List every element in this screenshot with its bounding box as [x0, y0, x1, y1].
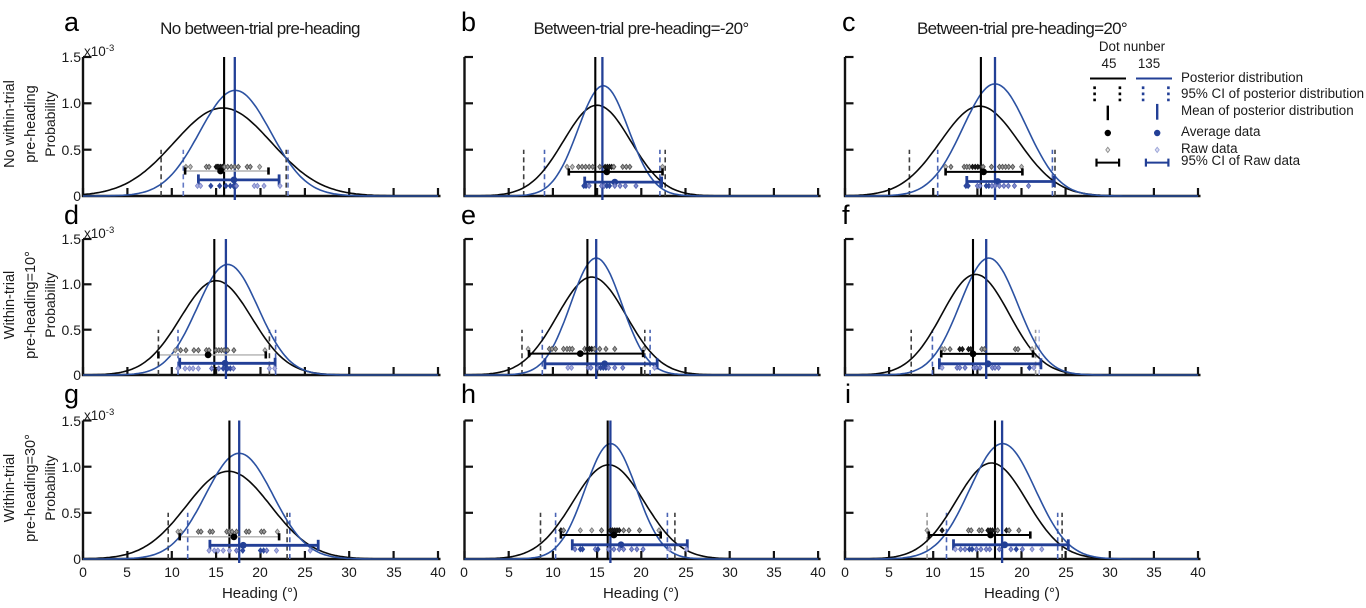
svg-text:d: d: [64, 200, 79, 230]
svg-text:1.5: 1.5: [62, 413, 82, 429]
svg-text:g: g: [64, 379, 79, 409]
svg-text:Average data: Average data: [1181, 124, 1261, 139]
svg-text:10: 10: [545, 564, 561, 580]
svg-text:20: 20: [1014, 564, 1030, 580]
svg-text:1.5: 1.5: [62, 231, 82, 247]
svg-text:1.0: 1.0: [62, 276, 82, 292]
svg-text:Within-trial: Within-trial: [2, 454, 18, 522]
svg-text:No within-trial: No within-trial: [2, 80, 18, 168]
svg-text:1.0: 1.0: [62, 459, 82, 475]
svg-text:Heading (°): Heading (°): [603, 585, 679, 602]
svg-text:f: f: [842, 200, 850, 230]
svg-text:35: 35: [766, 564, 782, 580]
svg-text:0.5: 0.5: [62, 322, 82, 338]
svg-text:Raw data: Raw data: [1181, 141, 1238, 156]
svg-text:1.5: 1.5: [62, 49, 82, 65]
svg-text:0.5: 0.5: [62, 142, 82, 158]
svg-text:35: 35: [386, 564, 402, 580]
svg-text:30: 30: [341, 564, 357, 580]
svg-text:0: 0: [79, 564, 87, 580]
svg-text:40: 40: [1190, 564, 1206, 580]
svg-text:No between-trial pre-heading: No between-trial pre-heading: [160, 19, 360, 38]
svg-text:5: 5: [123, 564, 131, 580]
svg-text:Mean of posterior distribution: Mean of posterior distribution: [1181, 103, 1354, 118]
svg-text:15: 15: [208, 564, 224, 580]
svg-text:Heading (°): Heading (°): [984, 585, 1060, 602]
svg-text:5: 5: [505, 564, 513, 580]
svg-text:Between-trial pre-heading=20°: Between-trial pre-heading=20°: [917, 19, 1127, 38]
svg-text:Within-trial: Within-trial: [2, 271, 18, 339]
svg-text:h: h: [461, 379, 476, 409]
svg-text:c: c: [842, 7, 856, 37]
svg-text:25: 25: [297, 564, 313, 580]
svg-text:Probability: Probability: [42, 91, 58, 156]
svg-text:Between-trial pre-heading=-20°: Between-trial pre-heading=-20°: [534, 19, 749, 38]
svg-text:i: i: [845, 379, 851, 409]
svg-text:30: 30: [722, 564, 738, 580]
svg-text:1.0: 1.0: [62, 95, 82, 111]
svg-text:135: 135: [1138, 56, 1160, 71]
svg-text:Probability: Probability: [42, 455, 58, 520]
svg-text:10: 10: [925, 564, 941, 580]
svg-text:95% CI of posterior distributi: 95% CI of posterior distribution: [1181, 86, 1364, 101]
svg-text:10: 10: [164, 564, 180, 580]
svg-text:0.5: 0.5: [62, 505, 82, 521]
svg-text:25: 25: [678, 564, 694, 580]
svg-text:pre-heading=30°: pre-heading=30°: [23, 434, 39, 542]
svg-text:25: 25: [1058, 564, 1074, 580]
svg-text:95% CI of Raw data: 95% CI of Raw data: [1181, 153, 1301, 168]
svg-text:pre-heading=10°: pre-heading=10°: [23, 251, 39, 359]
svg-text:0: 0: [73, 551, 81, 567]
svg-text:Dot nunber: Dot nunber: [1099, 39, 1166, 54]
svg-text:15: 15: [969, 564, 985, 580]
svg-text:35: 35: [1146, 564, 1162, 580]
svg-text:Heading (°): Heading (°): [222, 585, 298, 602]
svg-text:0: 0: [73, 188, 81, 204]
svg-text:40: 40: [810, 564, 826, 580]
svg-text:20: 20: [252, 564, 268, 580]
svg-text:0: 0: [460, 564, 468, 580]
svg-text:0: 0: [73, 367, 81, 383]
svg-text:Probability: Probability: [42, 272, 58, 337]
svg-text:0: 0: [841, 564, 849, 580]
svg-text:pre-heading: pre-heading: [23, 85, 39, 162]
svg-text:40: 40: [430, 564, 446, 580]
svg-text:20: 20: [633, 564, 649, 580]
svg-text:15: 15: [589, 564, 605, 580]
svg-text:45: 45: [1102, 56, 1117, 71]
svg-text:Posterior distribution: Posterior distribution: [1181, 70, 1303, 85]
svg-text:30: 30: [1102, 564, 1118, 580]
svg-text:b: b: [461, 7, 476, 37]
svg-text:5: 5: [885, 564, 893, 580]
svg-text:a: a: [64, 7, 80, 37]
svg-text:e: e: [461, 200, 476, 230]
